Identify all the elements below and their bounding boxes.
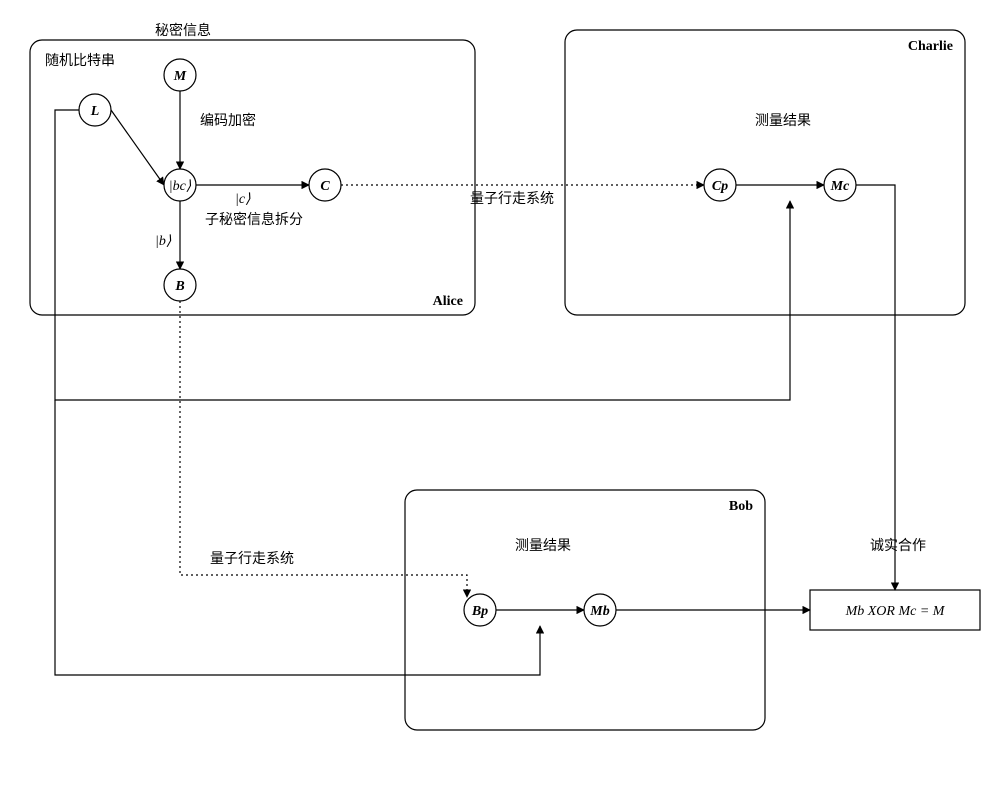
node-Cp-label: Cp [712, 179, 728, 194]
label-meas_b: 测量结果 [515, 538, 571, 554]
node-B-label: B [174, 279, 184, 294]
label-honest: 诚实合作 [870, 538, 926, 554]
charlie-label: Charlie [908, 39, 953, 54]
path-Mc-to-result [856, 185, 895, 590]
path-L-to-Bob [55, 400, 540, 675]
node-M-label: M [173, 69, 187, 84]
node-bc-label: |bc⟩ [169, 179, 192, 194]
bob-label: Bob [729, 499, 753, 514]
alice-label: Alice [433, 294, 463, 309]
charlie-box [565, 30, 965, 315]
label-meas_c: 测量结果 [755, 113, 811, 129]
label-random_bits: 随机比特串 [45, 53, 115, 69]
label-qwalk1: 量子行走系统 [470, 191, 554, 207]
edge-L-bc [111, 110, 164, 185]
label-c_ket: |c⟩ [235, 192, 251, 207]
diagram-canvas: Alice Charlie Bob Mb XOR Mc = M L M |bc⟩ C B Cp Mc… [0, 0, 1000, 788]
node-Bp-label: Bp [471, 604, 488, 619]
result-label: Mb XOR Mc = M [845, 604, 946, 619]
label-encode: 编码加密 [200, 112, 256, 129]
alice-box [30, 40, 475, 315]
node-L-label: L [90, 104, 100, 119]
node-Mc-label: Mc [830, 179, 850, 194]
label-secret_info: 秘密信息 [155, 22, 211, 39]
node-C-label: C [320, 179, 330, 194]
label-qwalk2: 量子行走系统 [210, 551, 294, 567]
label-split: 子秘密信息拆分 [205, 211, 303, 228]
label-b_ket: |b⟩ [155, 234, 172, 249]
node-Mb-label: Mb [589, 604, 609, 619]
path-L-to-Charlie [55, 110, 790, 400]
